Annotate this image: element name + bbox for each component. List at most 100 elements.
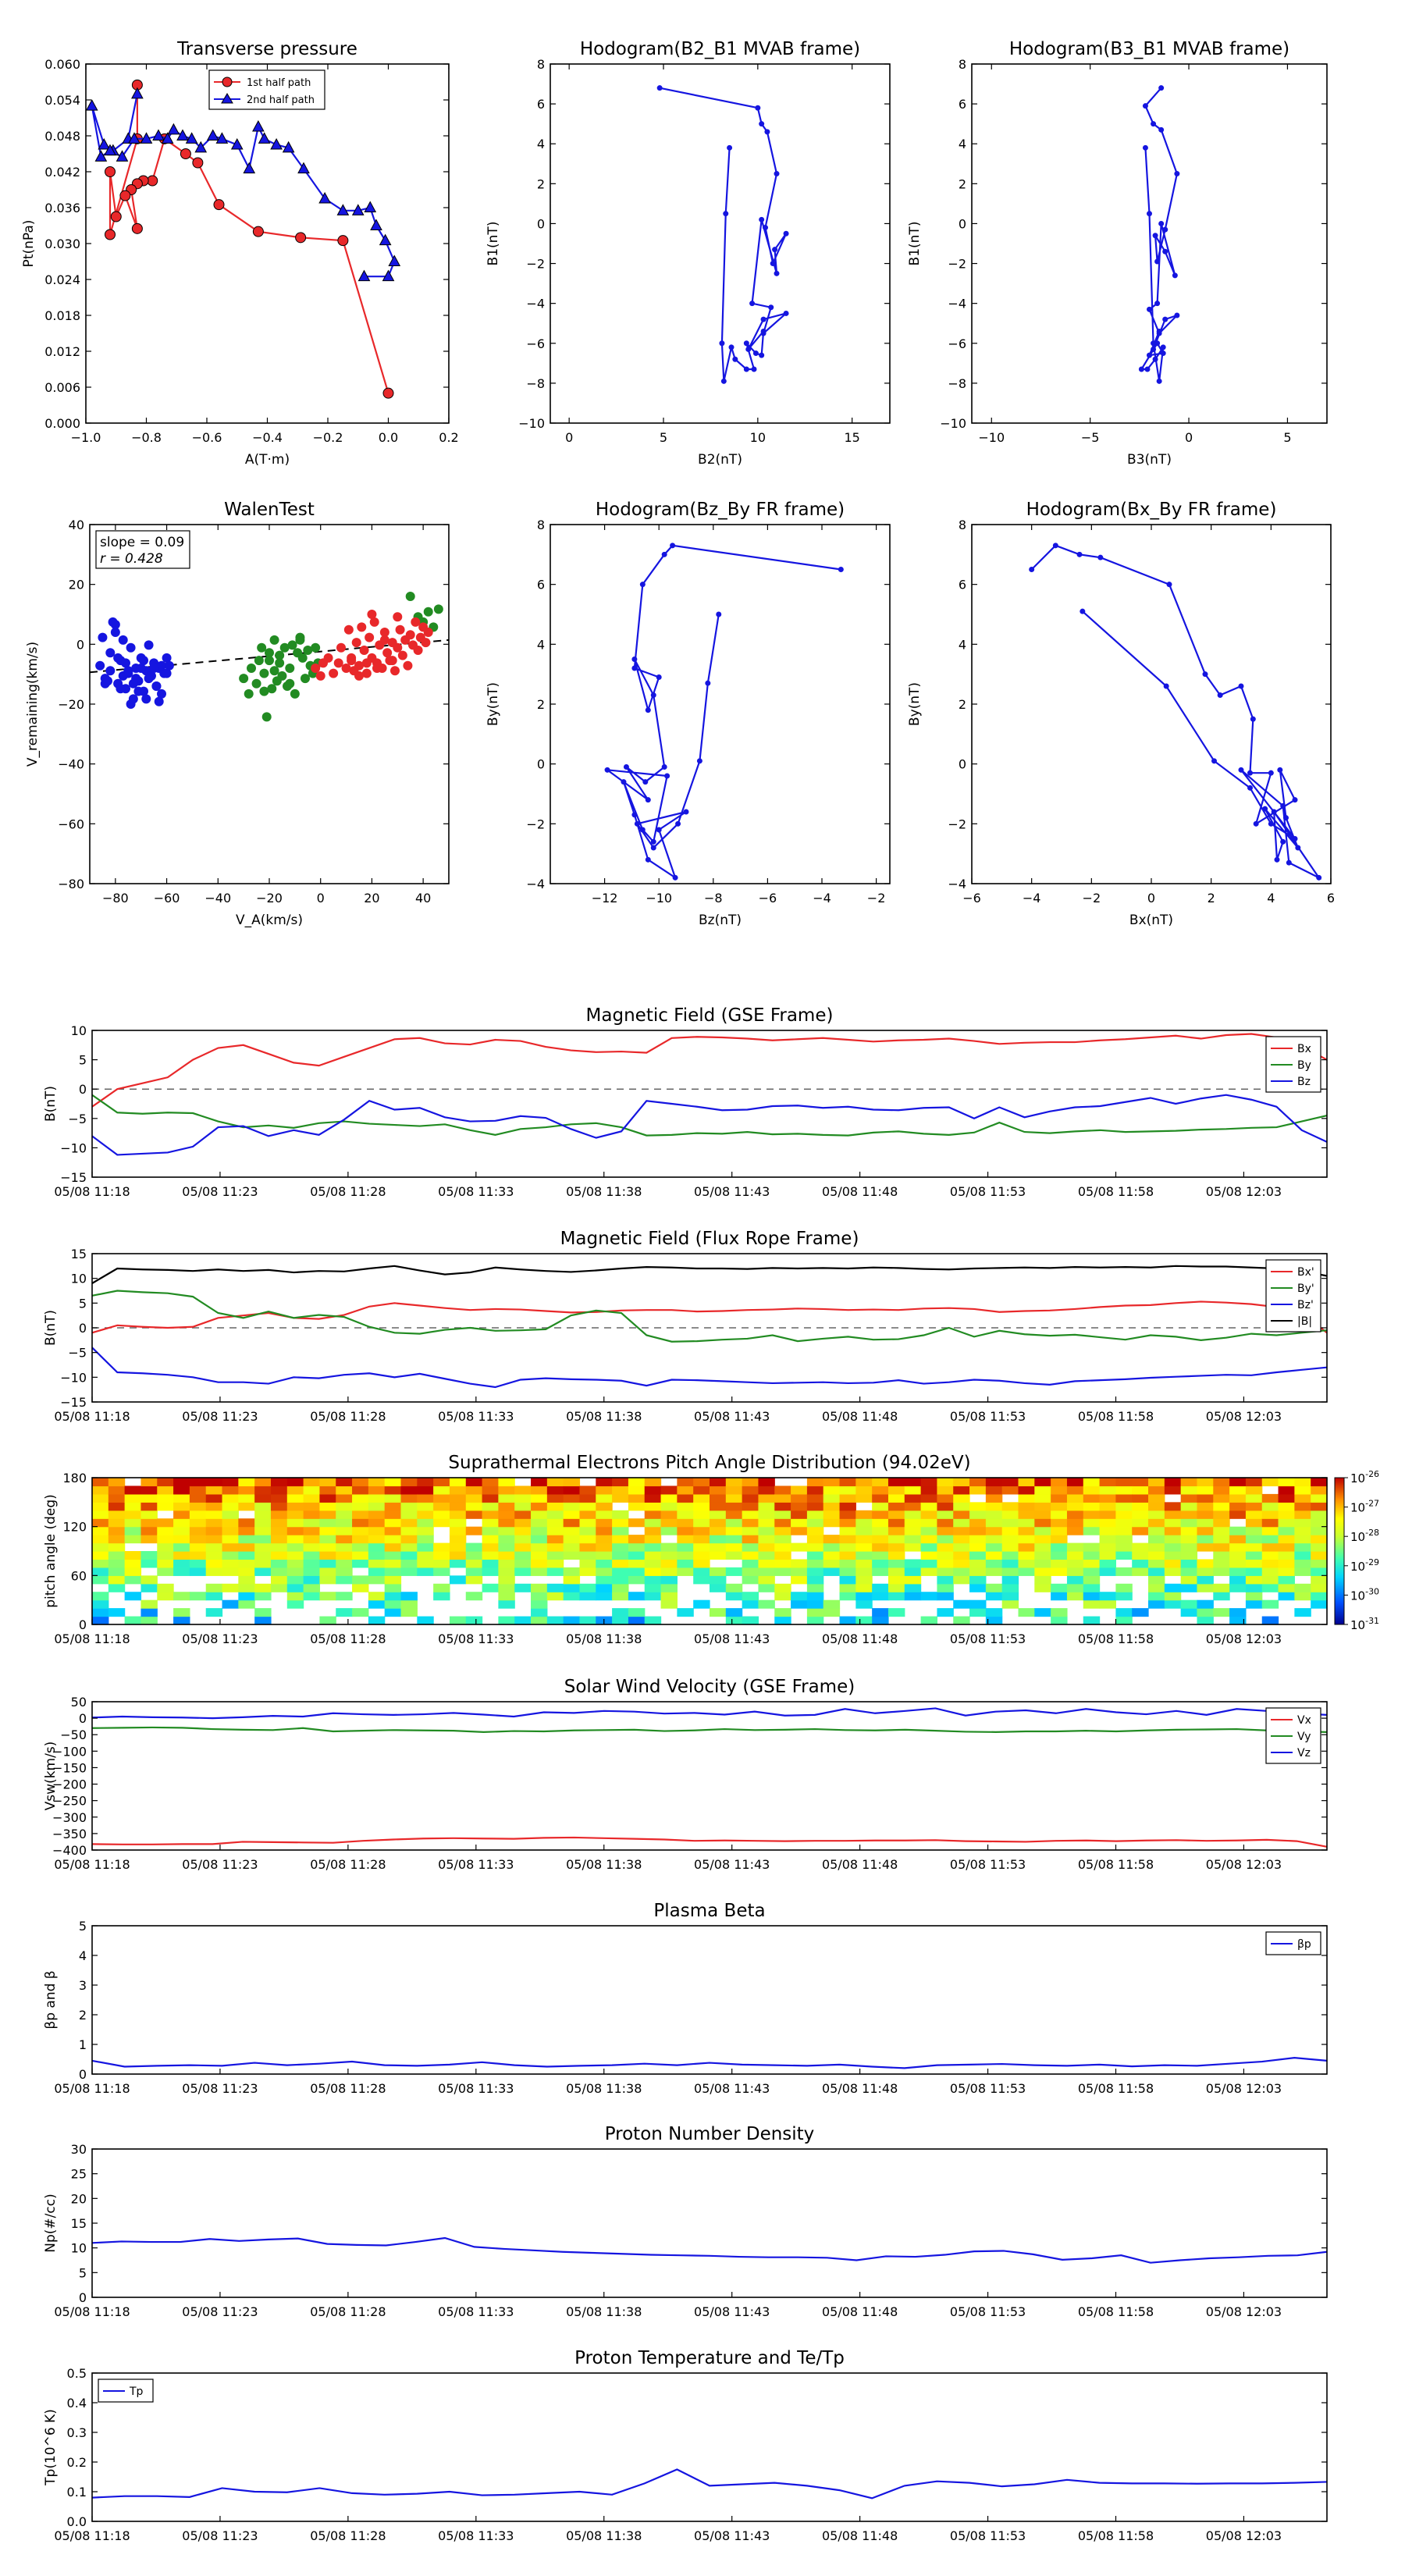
pad-cell bbox=[1034, 1493, 1051, 1503]
pad-cell bbox=[286, 1583, 304, 1592]
pad-cell bbox=[904, 1592, 922, 1601]
pad-cell bbox=[352, 1542, 369, 1552]
pad-cell bbox=[1132, 1493, 1149, 1503]
pad-cell bbox=[157, 1583, 174, 1592]
pad-cell bbox=[384, 1535, 402, 1544]
pad-cell bbox=[1180, 1551, 1198, 1560]
pad-cell bbox=[286, 1485, 304, 1495]
pad-cell bbox=[1213, 1502, 1230, 1511]
pad-cell bbox=[1001, 1502, 1019, 1511]
pad-cell bbox=[660, 1485, 678, 1495]
pad-cell bbox=[531, 1616, 548, 1625]
pad-cell bbox=[92, 1493, 109, 1503]
pad-xtick-label: 05/08 11:43 bbox=[694, 1631, 770, 1646]
pad-cell bbox=[1197, 1559, 1214, 1568]
pad-cell bbox=[937, 1542, 954, 1552]
pad-cell bbox=[839, 1526, 856, 1535]
pad-cell bbox=[1115, 1583, 1133, 1592]
pad-cell bbox=[303, 1478, 321, 1487]
pad-cell bbox=[677, 1478, 694, 1487]
pad-cell bbox=[579, 1583, 596, 1592]
pad-cell bbox=[205, 1478, 223, 1487]
pad-cell bbox=[352, 1493, 369, 1503]
pad-cell bbox=[417, 1478, 434, 1487]
pad-cell bbox=[336, 1493, 353, 1503]
pad-cell bbox=[189, 1493, 207, 1503]
pad-cell bbox=[1245, 1599, 1263, 1609]
hodogram-mvab-xtick-label: 0 bbox=[565, 430, 573, 445]
pad-cell bbox=[823, 1518, 841, 1528]
pad-cell bbox=[514, 1616, 532, 1625]
pad-cell bbox=[482, 1542, 499, 1552]
pad-cell bbox=[108, 1535, 126, 1544]
pad-cell bbox=[937, 1551, 954, 1560]
pad-cell bbox=[92, 1551, 109, 1560]
pad-cell bbox=[1278, 1575, 1295, 1585]
pad-cell bbox=[1261, 1502, 1279, 1511]
pad-cell bbox=[449, 1616, 467, 1625]
pad-cell bbox=[693, 1478, 710, 1487]
walen-test-annotation-slope: slope = 0.09 bbox=[100, 535, 184, 550]
pad-cell bbox=[92, 1599, 109, 1609]
walen-test-series-1-point bbox=[259, 686, 269, 696]
pad-cell bbox=[400, 1510, 418, 1519]
walen-test-series-1-point bbox=[433, 604, 443, 614]
pad-cell bbox=[872, 1526, 889, 1535]
hodogram-bxby-xtick-label: 0 bbox=[1147, 891, 1155, 906]
pad-cell bbox=[498, 1542, 515, 1552]
pad-cell bbox=[514, 1535, 532, 1544]
pad-cell bbox=[758, 1526, 775, 1535]
pad-cell bbox=[465, 1616, 483, 1625]
pad-cell bbox=[546, 1493, 564, 1503]
pad-cell bbox=[189, 1592, 207, 1601]
pad-cell bbox=[157, 1542, 174, 1552]
pad-cell bbox=[238, 1518, 255, 1528]
walen-test-series-1-point bbox=[277, 671, 287, 681]
pad-cell bbox=[531, 1485, 548, 1495]
pad-cell bbox=[286, 1518, 304, 1528]
pad-cell bbox=[449, 1551, 467, 1560]
hodogram-mvab-series-0-point bbox=[727, 144, 733, 151]
pad-cell bbox=[774, 1583, 791, 1592]
hodogram-b3b1-xtick-label: −5 bbox=[1081, 430, 1100, 445]
pad-cell bbox=[286, 1542, 304, 1552]
pad-cell bbox=[887, 1608, 905, 1617]
mag-fr-ytick-label: −10 bbox=[60, 1370, 87, 1385]
proton-density-series-0 bbox=[91, 2236, 1328, 2264]
pad-cell bbox=[368, 1575, 386, 1585]
pad-cell bbox=[222, 1485, 239, 1495]
pad-cell bbox=[563, 1502, 581, 1511]
pad-cell bbox=[173, 1535, 190, 1544]
pad-cell bbox=[579, 1567, 596, 1576]
pad-cell bbox=[1001, 1542, 1019, 1552]
hodogram-b3b1-series-0-point bbox=[1162, 226, 1168, 233]
sw-velocity-ytick-label: −250 bbox=[52, 1794, 87, 1809]
walen-test-series-1-point bbox=[247, 664, 256, 673]
pad-cell bbox=[1001, 1518, 1019, 1528]
walen-test-series-1-point bbox=[295, 635, 305, 645]
pad-cell bbox=[1001, 1478, 1019, 1487]
pad-cell bbox=[887, 1493, 905, 1503]
pad-cell bbox=[806, 1510, 824, 1519]
pad-cell bbox=[433, 1510, 450, 1519]
walen-test-series-0-point bbox=[108, 617, 118, 627]
mag-gse-ytick-label: 10 bbox=[71, 1023, 87, 1038]
pad-cell bbox=[774, 1518, 791, 1528]
walen-test-series-0-point bbox=[126, 642, 136, 653]
hodogram-bxby-series-0-point bbox=[1262, 806, 1268, 812]
hodogram-mvab-series-0-point bbox=[656, 85, 663, 91]
pad-cell bbox=[433, 1485, 450, 1495]
hodogram-bzby-xtick-label: −6 bbox=[759, 891, 777, 906]
pad-cell bbox=[693, 1559, 710, 1568]
walen-test-ytick-label: 0 bbox=[76, 637, 84, 652]
walen-test-series-0-point bbox=[103, 676, 112, 686]
pad-cell bbox=[953, 1535, 970, 1544]
pad-cell bbox=[742, 1599, 759, 1609]
pad-cell bbox=[498, 1551, 515, 1560]
pad-cell bbox=[303, 1583, 321, 1592]
hodogram-bxby-xlabel: Bx(nT) bbox=[1129, 913, 1173, 928]
pad-cell bbox=[368, 1535, 386, 1544]
pad-cell bbox=[725, 1478, 743, 1487]
pad-cell bbox=[855, 1535, 873, 1544]
pad-cell bbox=[1066, 1542, 1084, 1552]
